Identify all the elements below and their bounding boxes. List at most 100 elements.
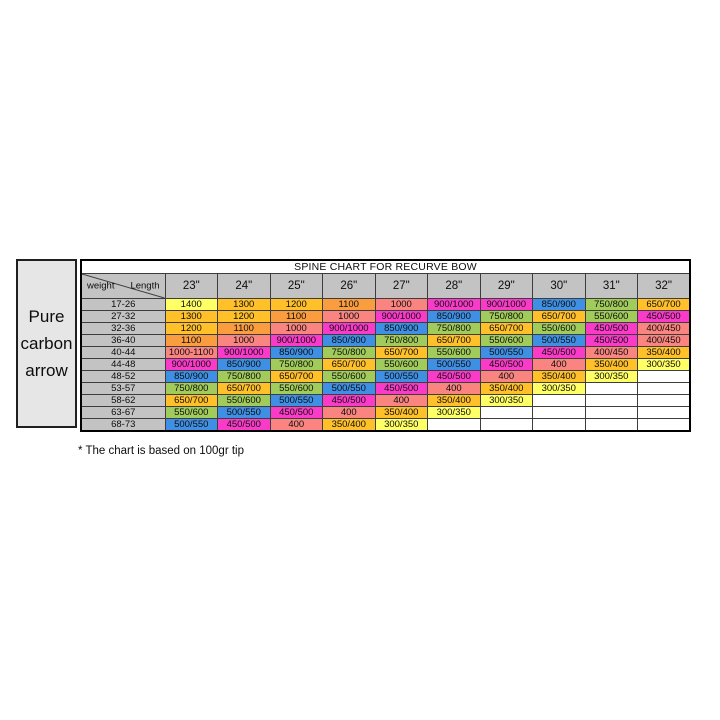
weight-range-cell: 36-40 bbox=[80, 334, 166, 347]
column-header: 32" bbox=[637, 273, 691, 299]
spine-value-cell: 350/400 bbox=[479, 382, 533, 395]
table-row: 27-32 1300 1200 1100 1000 900/1000 850/900 750/… bbox=[80, 310, 691, 323]
spine-value-cell bbox=[532, 394, 586, 407]
spine-value-cell bbox=[479, 406, 533, 419]
column-header: 23" bbox=[164, 273, 218, 299]
spine-value-cell: 400 bbox=[269, 418, 323, 432]
spine-value-cell: 650/700 bbox=[269, 370, 323, 383]
spine-value-cell: 650/700 bbox=[637, 298, 691, 311]
spine-value-cell: 400 bbox=[374, 394, 428, 407]
spine-value-cell: 750/800 bbox=[217, 370, 271, 383]
spine-value-cell bbox=[637, 370, 691, 383]
spine-value-cell: 900/1000 bbox=[269, 334, 323, 347]
spine-value-cell: 750/800 bbox=[427, 322, 481, 335]
table-row: 68-73 500/550 450/500 400 350/400 300/350 bbox=[80, 418, 691, 432]
spine-value-cell bbox=[584, 382, 638, 395]
spine-value-cell: 300/350 bbox=[427, 406, 481, 419]
weight-range-cell: 32-36 bbox=[80, 322, 166, 335]
weight-range-cell: 63-67 bbox=[80, 406, 166, 419]
spine-value-cell: 400 bbox=[427, 382, 481, 395]
spine-value-cell: 450/500 bbox=[637, 310, 691, 323]
spine-value-cell: 350/400 bbox=[374, 406, 428, 419]
spine-value-cell: 900/1000 bbox=[164, 358, 218, 371]
spine-value-cell: 1400 bbox=[164, 298, 218, 311]
spine-value-cell: 650/700 bbox=[217, 382, 271, 395]
spine-value-cell: 900/1000 bbox=[322, 322, 376, 335]
spine-value-cell: 1000 bbox=[217, 334, 271, 347]
arrow-type-label: Pure carbon arrow bbox=[16, 259, 77, 428]
spine-value-cell bbox=[584, 394, 638, 407]
spine-value-cell: 1000 bbox=[269, 322, 323, 335]
side-label-line-2: carbon bbox=[20, 334, 73, 353]
spine-value-cell: 550/600 bbox=[532, 322, 586, 335]
spine-value-cell: 450/500 bbox=[322, 394, 376, 407]
table-row: 44-48 900/1000 850/900 750/800 650/700 550/60… bbox=[80, 358, 691, 371]
spine-value-cell: 450/500 bbox=[479, 358, 533, 371]
corner-label-length: Length bbox=[130, 280, 160, 292]
spine-value-cell: 450/500 bbox=[584, 334, 638, 347]
spine-value-cell: 900/1000 bbox=[217, 346, 271, 359]
spine-value-cell: 850/900 bbox=[217, 358, 271, 371]
spine-value-cell: 900/1000 bbox=[374, 310, 428, 323]
spine-value-cell bbox=[637, 418, 691, 432]
spine-value-cell bbox=[584, 406, 638, 419]
spine-value-cell bbox=[427, 418, 481, 432]
spine-value-cell: 900/1000 bbox=[479, 298, 533, 311]
spine-value-cell: 1200 bbox=[164, 322, 218, 335]
weight-range-cell: 44-48 bbox=[80, 358, 166, 371]
spine-value-cell: 450/500 bbox=[584, 322, 638, 335]
weight-range-cell: 48-52 bbox=[80, 370, 166, 383]
table-title: SPINE CHART FOR RECURVE BOW bbox=[80, 259, 691, 274]
spine-value-cell: 500/550 bbox=[217, 406, 271, 419]
spine-value-cell: 750/800 bbox=[164, 382, 218, 395]
spine-value-cell: 550/600 bbox=[427, 346, 481, 359]
spine-value-cell: 1200 bbox=[269, 298, 323, 311]
spine-value-cell: 400/450 bbox=[637, 334, 691, 347]
column-header: 31" bbox=[584, 273, 638, 299]
spine-value-cell: 350/400 bbox=[427, 394, 481, 407]
spine-value-cell: 850/900 bbox=[427, 310, 481, 323]
table-row: 48-52 850/900 750/800 650/700 550/600 500/550… bbox=[80, 370, 691, 383]
spine-value-cell: 1000 bbox=[322, 310, 376, 323]
spine-value-cell: 550/600 bbox=[164, 406, 218, 419]
spine-value-cell: 500/550 bbox=[532, 334, 586, 347]
weight-range-cell: 53-57 bbox=[80, 382, 166, 395]
spine-value-cell: 850/900 bbox=[374, 322, 428, 335]
corner-label-weight: weight bbox=[87, 280, 115, 292]
spine-value-cell: 400/450 bbox=[637, 322, 691, 335]
spine-value-cell: 900/1000 bbox=[427, 298, 481, 311]
spine-value-cell: 850/900 bbox=[269, 346, 323, 359]
spine-value-cell: 750/800 bbox=[374, 334, 428, 347]
spine-value-cell: 300/350 bbox=[637, 358, 691, 371]
spine-value-cell: 1200 bbox=[217, 310, 271, 323]
spine-value-cell: 750/800 bbox=[322, 346, 376, 359]
spine-chart-table: SPINE CHART FOR RECURVE BOW weight Length 2… bbox=[80, 259, 691, 432]
spine-value-cell: 550/600 bbox=[217, 394, 271, 407]
spine-value-cell: 550/600 bbox=[322, 370, 376, 383]
footnote: * The chart is based on 100gr tip bbox=[78, 445, 245, 457]
spine-value-cell: 500/550 bbox=[479, 346, 533, 359]
spine-value-cell bbox=[637, 382, 691, 395]
spine-value-cell: 350/400 bbox=[637, 346, 691, 359]
spine-chart-layout: Pure carbon arrow SPINE CHART FOR RECURV… bbox=[16, 259, 691, 432]
column-header: 25" bbox=[269, 273, 323, 299]
spine-value-cell: 1100 bbox=[164, 334, 218, 347]
spine-value-cell bbox=[532, 406, 586, 419]
spine-value-cell: 500/550 bbox=[164, 418, 218, 432]
table-row: 63-67 550/600 500/550 450/500 400 350/400 300/… bbox=[80, 406, 691, 419]
spine-value-cell: 300/350 bbox=[374, 418, 428, 432]
side-label-line-3: arrow bbox=[25, 361, 68, 380]
spine-value-cell: 450/500 bbox=[217, 418, 271, 432]
spine-value-cell: 650/700 bbox=[322, 358, 376, 371]
spine-value-cell: 650/700 bbox=[532, 310, 586, 323]
table-row: 32-36 1200 1100 1000 900/1000 850/900 750/800 6… bbox=[80, 322, 691, 335]
spine-value-cell: 1000-1100 bbox=[164, 346, 218, 359]
table-row: 53-57 750/800 650/700 550/600 500/550 450/500… bbox=[80, 382, 691, 395]
spine-value-cell: 650/700 bbox=[374, 346, 428, 359]
weight-range-cell: 40-44 bbox=[80, 346, 166, 359]
column-header: 27" bbox=[374, 273, 428, 299]
table-row: 17-26 1400 1300 1200 1100 1000 900/1000 900/100… bbox=[80, 298, 691, 311]
weight-range-cell: 17-26 bbox=[80, 298, 166, 311]
spine-value-cell: 500/550 bbox=[269, 394, 323, 407]
spine-value-cell: 650/700 bbox=[164, 394, 218, 407]
